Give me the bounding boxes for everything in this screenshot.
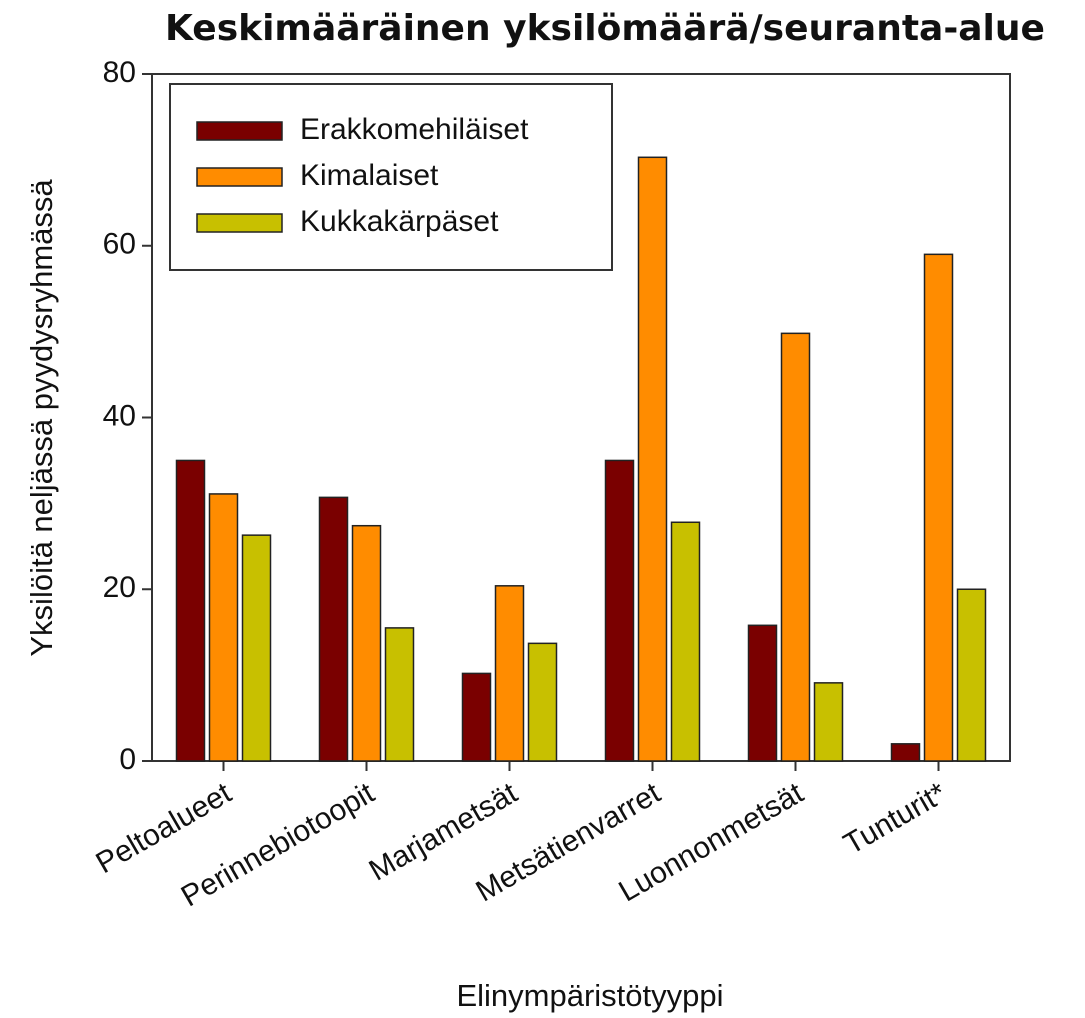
bar: [890, 743, 921, 762]
bar: [604, 459, 635, 762]
legend-swatch: [196, 121, 283, 141]
bar: [747, 624, 778, 762]
bar: [923, 253, 954, 762]
bar: [956, 588, 987, 762]
y-tick-label: 60: [103, 228, 136, 261]
chart-title: Keskimääräinen yksilömäärä/seuranta-alue: [165, 8, 1045, 49]
bar: [208, 493, 239, 762]
y-tick-label: 40: [103, 399, 136, 432]
legend-swatch: [196, 167, 283, 187]
bar: [494, 585, 525, 762]
bar: [813, 682, 844, 762]
y-axis-title: Yksilöitä neljässä pyydysryhmässä: [24, 179, 59, 657]
legend-label: Kukkakärpäset: [300, 205, 499, 238]
bar: [637, 156, 668, 762]
legend-box: [169, 83, 613, 271]
y-tick-label: 80: [103, 56, 136, 89]
bar: [670, 521, 701, 762]
y-tick-label: 0: [119, 743, 136, 776]
legend-swatch: [196, 213, 283, 233]
x-tick-label: Tunturit*: [838, 776, 952, 861]
bar: [461, 672, 492, 762]
bar: [527, 642, 558, 762]
bar: [384, 627, 415, 762]
bar: [175, 459, 206, 762]
x-axis-title: Elinympäristötyyppi: [456, 978, 723, 1013]
legend-label: Erakkomehiläiset: [300, 113, 529, 146]
legend-label: Kimalaiset: [300, 159, 439, 192]
bar: [318, 496, 349, 762]
bar: [241, 534, 272, 762]
bar: [351, 524, 382, 762]
y-tick-label: 20: [103, 571, 136, 604]
bar: [780, 332, 811, 762]
